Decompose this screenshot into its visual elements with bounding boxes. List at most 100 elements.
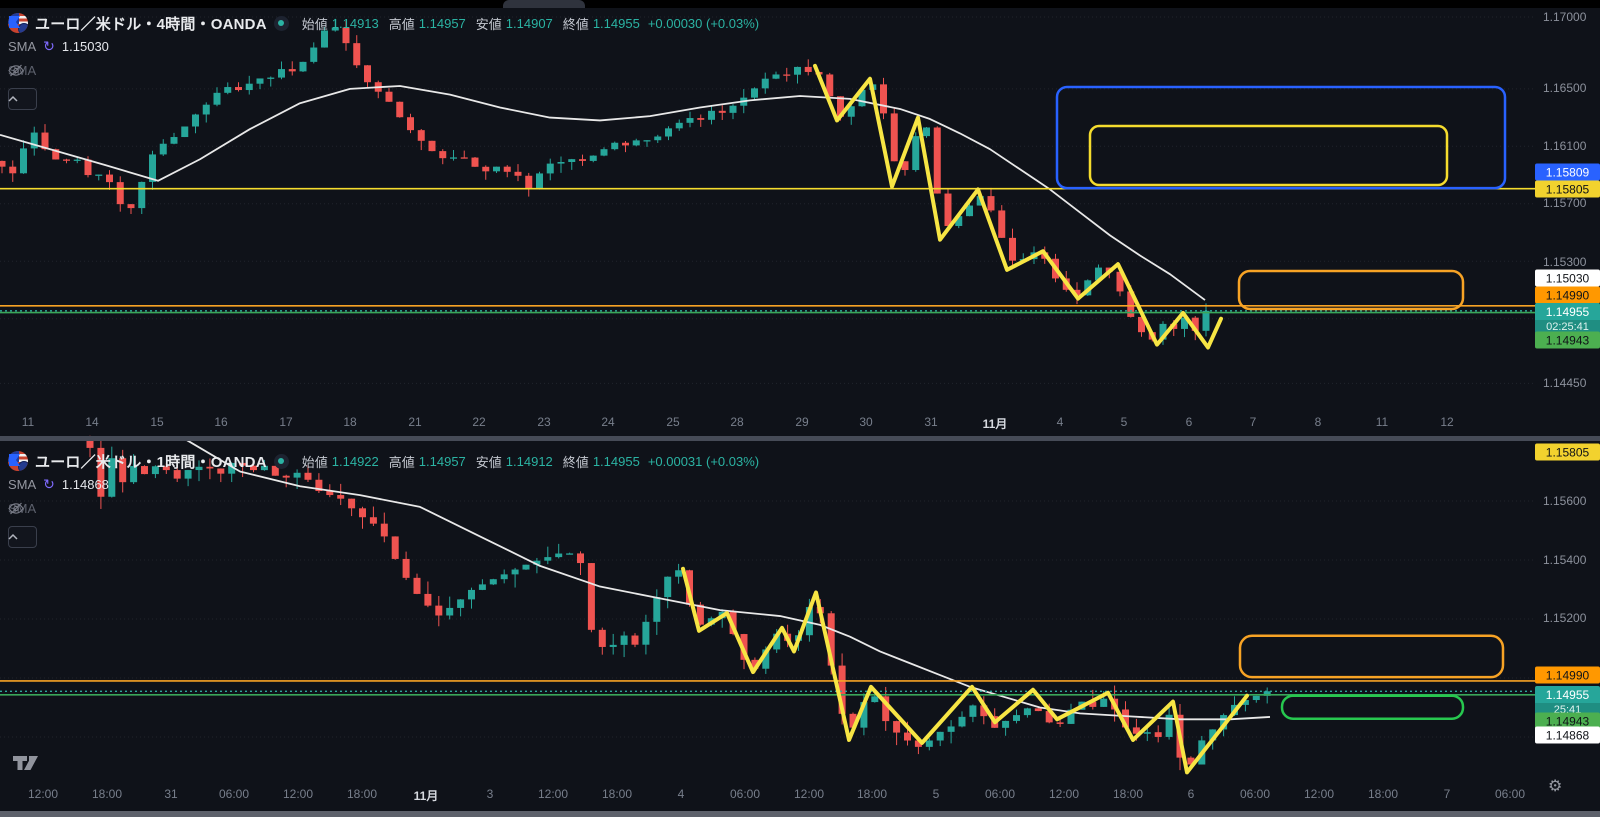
grid-price-label: 1.17000 (1543, 10, 1587, 24)
time-label: 30 (859, 415, 873, 429)
time-label: 12:00 (537, 787, 569, 801)
collapse-panel-button[interactable] (8, 526, 37, 548)
time-label: 06:00 (1494, 787, 1526, 801)
top-strip (0, 0, 1600, 8)
time-label: 4 (677, 787, 685, 801)
time-label: 12:00 (793, 787, 825, 801)
panel1-header: ユーロ／米ドル・4時間・OANDA 始値 1.14913 高値 1.14957 安値… (8, 12, 759, 110)
price-label: 1.14868 (1535, 726, 1600, 744)
price-label: 1.15030 (1535, 269, 1600, 287)
time-label: 4 (1056, 415, 1064, 429)
grid-price-label: 1.15600 (1543, 494, 1587, 508)
time-label: 18:00 (346, 787, 378, 801)
eye-off-icon[interactable] (8, 64, 24, 77)
flagged-icon[interactable] (8, 454, 21, 468)
time-label: 23 (537, 415, 551, 429)
price-label: 1.14955 02:25:41 (1535, 303, 1600, 333)
time-label: 06:00 (729, 787, 761, 801)
time-label: 18:00 (1112, 787, 1144, 801)
time-label: 12:00 (27, 787, 59, 801)
time-label: 06:00 (1239, 787, 1271, 801)
time-label: 18:00 (1367, 787, 1399, 801)
time-label: 21 (408, 415, 422, 429)
time-label: 29 (795, 415, 809, 429)
time-label: 11 (1375, 415, 1389, 429)
tradingview-logo[interactable] (13, 756, 43, 772)
candlestick-chart-1h[interactable] (0, 435, 1540, 775)
time-label: 17 (279, 415, 293, 429)
symbol-title[interactable]: ユーロ／米ドル・4時間・OANDA (35, 15, 267, 33)
time-label: 11 (21, 415, 35, 429)
flagged-icon[interactable] (8, 16, 21, 30)
ohlc-values: 始値 1.14913 高値 1.14957 安値 1.14907 終値 1.14955 … (301, 15, 760, 32)
time-label: 6 (1187, 787, 1195, 801)
market-status-icon[interactable] (273, 15, 289, 31)
price-label: 1.14990 (1535, 666, 1600, 684)
grid-price-label: 1.15400 (1543, 553, 1587, 567)
time-label: 12:00 (1048, 787, 1080, 801)
grid-price-label: 1.14450 (1543, 376, 1587, 390)
grid-price-label: 1.16500 (1543, 81, 1587, 95)
price-label: 1.15809 (1535, 163, 1600, 181)
time-label: 5 (1120, 415, 1128, 429)
price-label: 1.15805 (1535, 443, 1600, 461)
time-label: 7 (1443, 787, 1451, 801)
time-label: 31 (164, 787, 178, 801)
time-label: 5 (932, 787, 940, 801)
collapse-panel-button[interactable] (8, 88, 37, 110)
grid-price-label: 1.15700 (1543, 196, 1587, 210)
time-label: 11月 (982, 417, 1008, 431)
indicator-row-sma1[interactable]: SMA ↻ 1.14868 (8, 476, 109, 492)
time-label: 18 (343, 415, 357, 429)
time-label: 06:00 (984, 787, 1016, 801)
horizontal-scrollbar[interactable] (0, 811, 1600, 817)
time-label: 06:00 (218, 787, 250, 801)
ohlc-values: 始値 1.14922 高値 1.14957 安値 1.14912 終値 1.14955 … (301, 453, 760, 470)
time-label: 12:00 (1303, 787, 1335, 801)
price-label: 1.14943 (1535, 331, 1600, 349)
candle-countdown: 02:25:41 (1535, 320, 1600, 333)
time-label: 31 (924, 415, 938, 429)
time-label: 8 (1314, 415, 1322, 429)
time-axis-settings-icon[interactable]: ⚙ (1548, 778, 1563, 795)
change-value: +0.00031 (+0.03%) (647, 453, 760, 469)
grid-price-label: 1.16100 (1543, 139, 1587, 153)
symbol-title[interactable]: ユーロ／米ドル・1時間・OANDA (35, 453, 267, 471)
indicator-sync-icon: ↻ (43, 476, 55, 492)
time-label: 18:00 (91, 787, 123, 801)
eye-off-icon[interactable] (8, 502, 24, 515)
time-label: 12:00 (282, 787, 314, 801)
time-label: 25 (666, 415, 680, 429)
indicator-row-sma2[interactable]: SMA (8, 62, 37, 78)
market-status-icon[interactable] (273, 453, 289, 469)
sma-value: 1.15030 (61, 38, 109, 54)
window-tab (503, 0, 585, 8)
panel-divider[interactable] (0, 436, 1600, 441)
time-label: 11月 (413, 789, 439, 803)
time-label: 14 (85, 415, 99, 429)
price-label: 1.14955 25:41 (1535, 686, 1600, 716)
indicator-row-sma1[interactable]: SMA ↻ 1.15030 (8, 38, 109, 54)
grid-price-label: 1.15200 (1543, 611, 1587, 625)
panel2-header: ユーロ／米ドル・1時間・OANDA 始値 1.14922 高値 1.14957 安値… (8, 450, 759, 548)
indicator-row-sma2[interactable]: SMA (8, 500, 37, 516)
sma-value: 1.14868 (61, 476, 109, 492)
time-label: 7 (1249, 415, 1257, 429)
time-label: 6 (1185, 415, 1193, 429)
price-label: 1.14943 (1535, 712, 1600, 730)
price-label: 1.14990 (1535, 286, 1600, 304)
time-label: 12 (1440, 415, 1454, 429)
price-label: 1.15805 (1535, 180, 1600, 198)
time-label: 18:00 (856, 787, 888, 801)
time-label: 22 (472, 415, 486, 429)
indicator-sync-icon: ↻ (43, 38, 55, 54)
time-label: 15 (150, 415, 164, 429)
grid-price-label: 1.15300 (1543, 255, 1587, 269)
candlestick-chart-4h[interactable] (0, 0, 1540, 436)
time-label: 28 (730, 415, 744, 429)
chevron-up-icon (8, 533, 18, 540)
change-value: +0.00030 (+0.03%) (647, 15, 760, 31)
time-label: 3 (486, 787, 494, 801)
time-label: 16 (214, 415, 228, 429)
